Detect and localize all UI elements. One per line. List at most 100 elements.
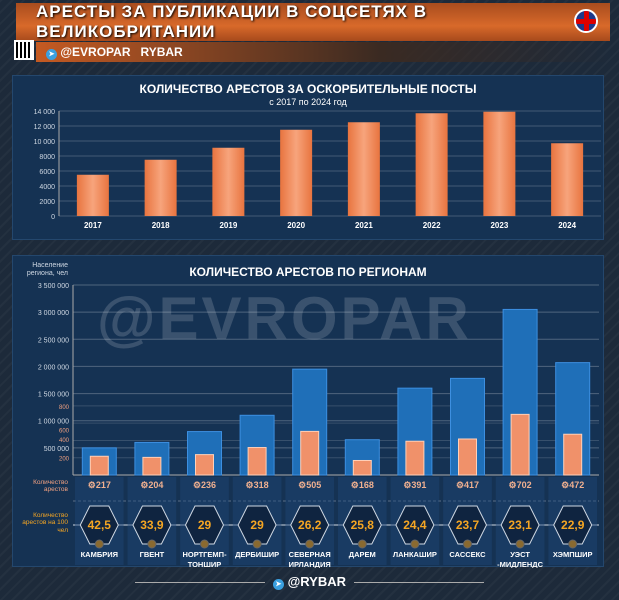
arrests-bar	[405, 440, 425, 476]
y-tick-label-arrests: 200	[59, 457, 70, 463]
page-title: АРЕСТЫ ЗА ПУБЛИКАЦИИ В СОЦСЕТЯХ В ВЕЛИКО…	[36, 2, 428, 41]
handcuffs-icon	[147, 539, 157, 549]
y-tick-label: 2 000 000	[38, 364, 69, 371]
rate-hexagon	[447, 505, 488, 545]
y-axis-title: Население региона, чел	[26, 262, 68, 278]
region-name: ТОНШИР	[188, 560, 222, 568]
x-tick-label: 2022	[423, 221, 441, 230]
channel-name: @EVROPAR	[60, 44, 131, 59]
y-tick-label: 12 000	[34, 124, 56, 131]
x-tick-label: 2019	[219, 221, 237, 230]
y-tick-label: 8000	[39, 154, 55, 161]
y-tick-label: 3 000 000	[38, 310, 69, 317]
rate-hexagon	[290, 505, 330, 545]
handcuffs-icon	[568, 539, 578, 549]
arrests-value: ⚙391	[403, 480, 426, 490]
handcuffs-icon	[200, 539, 209, 549]
rate-value: 24,4	[403, 518, 427, 532]
rate-hexagon	[395, 505, 435, 545]
handcuffs-icon	[410, 539, 420, 549]
bar-2021	[347, 122, 380, 216]
chart-subtitle: с 2017 по 2024 год	[269, 97, 347, 107]
region-name: ЛАНКАШИР	[393, 550, 437, 559]
y-tick-label-arrests: 600	[59, 429, 70, 435]
handcuffs-icon	[252, 539, 262, 549]
region-name: ДЕРБИШИР	[235, 550, 279, 559]
y-tick-label: 0	[51, 214, 55, 221]
rate-hexagon	[184, 505, 225, 545]
region-name: -МИДЛЕНДС	[497, 560, 544, 568]
arrests-bar	[142, 456, 162, 476]
arrests-value: ⚙204	[140, 480, 163, 490]
y-tick-label-arrests: 800	[59, 405, 70, 411]
regions-chart: 3 500 000 3 000 000 2 500 000 2 000 000 1 50…	[38, 283, 599, 568]
rate-value: 22,9	[561, 518, 585, 532]
handcuffs-icon	[515, 539, 525, 549]
handcuffs-icon	[463, 539, 472, 549]
region-name: НОРТГЕМП-	[182, 550, 227, 559]
arrests-bar	[458, 438, 477, 476]
region-name: КАМБРИЯ	[81, 550, 118, 559]
qr-code-icon	[14, 40, 34, 60]
y-tick-label: 6000	[39, 169, 55, 176]
arrests-value: ⚙168	[351, 480, 374, 490]
arrests-value: ⚙236	[193, 480, 216, 490]
rate-hexagon	[132, 505, 172, 545]
arrests-bar	[352, 459, 372, 476]
arrests-value: ⚙702	[509, 480, 532, 490]
y-tick-label: 500 000	[44, 446, 69, 453]
handcuffs-icon	[305, 539, 315, 549]
rate-hexagon	[237, 505, 277, 545]
x-tick-label: 2023	[490, 221, 508, 230]
region-name: ХЭМПШИР	[553, 550, 593, 559]
uk-flag-icon	[574, 9, 598, 33]
row-label-arrests: Количество арестов	[33, 479, 68, 494]
x-tick-label: 2018	[152, 221, 170, 230]
bar-2018	[144, 159, 177, 216]
rate-value: 29	[198, 518, 212, 532]
arrests-value: ⚙472	[561, 480, 584, 490]
footer-brand: @RYBAR	[287, 574, 347, 589]
arrests-bar	[563, 433, 583, 476]
brand: RYBAR	[140, 45, 183, 59]
arrests-bar	[195, 454, 214, 476]
region-name: СЕВЕРНАЯ	[289, 550, 331, 559]
yearly-chart-panel: КОЛИЧЕСТВО АРЕСТОВ ЗА ОСКОРБИТЕЛЬНЫЕ ПОС…	[12, 75, 604, 240]
y-tick-label: 2 500 000	[38, 337, 69, 344]
y-tick-label: 14 000	[34, 109, 56, 116]
arrests-value: ⚙417	[456, 480, 479, 490]
x-tick-label: 2020	[287, 221, 305, 230]
y-tick-label: 1 000 000	[38, 419, 69, 426]
arrests-bar	[247, 447, 267, 476]
bar-2022	[415, 113, 448, 216]
rate-value: 42,5	[88, 518, 112, 532]
bar-2020	[280, 129, 313, 216]
channel-bar: ➤ @EVROPAR RYBAR	[36, 42, 610, 62]
telegram-icon: ➤	[272, 579, 284, 590]
bar-2023	[483, 111, 516, 216]
rate-hexagon	[500, 505, 540, 545]
x-tick-label: 2021	[355, 221, 373, 230]
rate-hexagon	[553, 505, 593, 545]
rate-value: 26,2	[298, 518, 322, 532]
bar-2017	[76, 174, 109, 216]
region-name: ГВЕНТ	[140, 550, 165, 559]
rate-value: 23,7	[456, 518, 480, 532]
y-tick-label-arrests: 400	[59, 438, 70, 444]
rate-value: 29	[250, 518, 264, 532]
rate-value: 23,1	[508, 518, 532, 532]
regions-chart-panel: КОЛИЧЕСТВО АРЕСТОВ ПО РЕГИОНАМ 3 500 000…	[12, 255, 604, 568]
rate-hexagon	[79, 505, 119, 545]
arrests-bar	[300, 430, 320, 476]
region-name: ДАРЕМ	[349, 550, 376, 559]
handcuffs-icon	[357, 539, 367, 549]
region-name: ИРЛАНДИЯ	[289, 560, 331, 568]
population-bar	[187, 431, 222, 476]
telegram-icon: ➤	[46, 48, 57, 60]
y-tick-label: 1 500 000	[38, 392, 69, 399]
rate-value: 33,9	[140, 518, 164, 532]
chart-title: КОЛИЧЕСТВО АРЕСТОВ ЗА ОСКОРБИТЕЛЬНЫЕ ПОС…	[139, 82, 477, 96]
rate-hexagon	[342, 505, 382, 545]
arrests-bar	[89, 455, 109, 476]
header-banner: АРЕСТЫ ЗА ПУБЛИКАЦИИ В СОЦСЕТЯХ В ВЕЛИКО…	[16, 2, 610, 41]
